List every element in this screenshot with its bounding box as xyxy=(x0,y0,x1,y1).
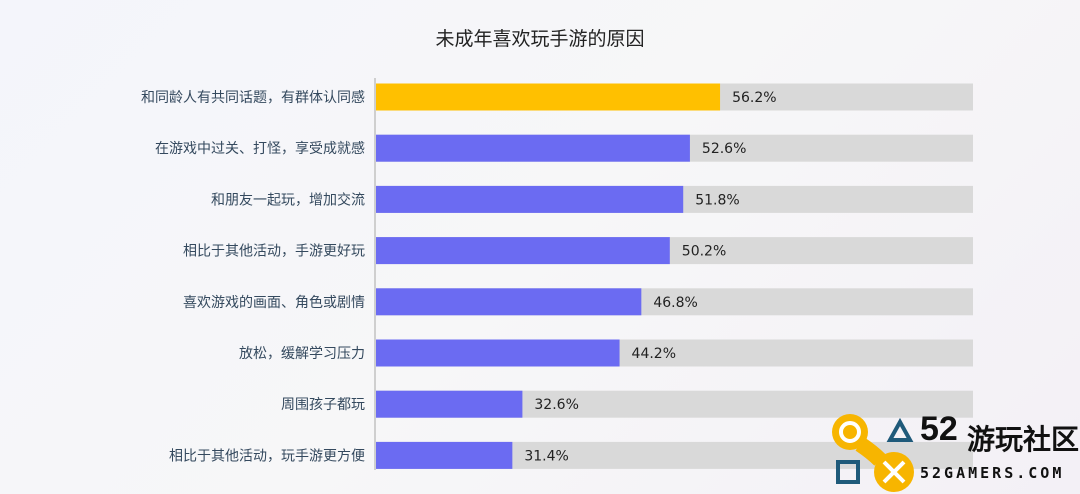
bar xyxy=(376,288,642,316)
data-label: 46.8% xyxy=(653,295,697,311)
chart-title: 未成年喜欢玩手游的原因 xyxy=(435,28,645,50)
category-label: 和朋友一起玩，增加交流 xyxy=(211,191,365,208)
data-label: 50.2% xyxy=(682,244,726,260)
category-label: 和同龄人有共同话题，有群体认同感 xyxy=(141,89,365,106)
data-label: 32.6% xyxy=(534,397,578,413)
watermark-logo: 52 游玩社区 52GAMERS.COM xyxy=(832,408,1080,494)
logo-site: 52GAMERS.COM xyxy=(920,464,1065,482)
bar xyxy=(376,339,620,367)
category-label: 相比于其他活动，玩手游更方便 xyxy=(169,448,365,464)
data-label: 56.2% xyxy=(732,90,776,106)
bar xyxy=(376,441,513,469)
category-label: 相比于其他活动，手游更好玩 xyxy=(183,244,365,260)
bar xyxy=(376,185,684,213)
category-label: 喜欢游戏的画面、角色或剧情 xyxy=(183,294,365,311)
category-label: 周围孩子都玩 xyxy=(281,397,365,413)
bar xyxy=(376,237,670,265)
data-label: 31.4% xyxy=(524,448,568,464)
category-label: 在游戏中过关、打怪，享受成就感 xyxy=(155,140,365,157)
bar xyxy=(376,390,523,418)
bar xyxy=(376,83,721,111)
bar xyxy=(376,134,690,162)
data-label: 52.6% xyxy=(702,141,746,157)
data-label: 51.8% xyxy=(695,192,739,208)
logo-name: 游玩社区 xyxy=(967,423,1080,456)
data-label: 44.2% xyxy=(632,346,676,362)
logo-number: 52 xyxy=(920,410,958,448)
gamepad-symbols-icon xyxy=(832,414,914,492)
category-label: 放松，缓解学习压力 xyxy=(239,346,365,362)
